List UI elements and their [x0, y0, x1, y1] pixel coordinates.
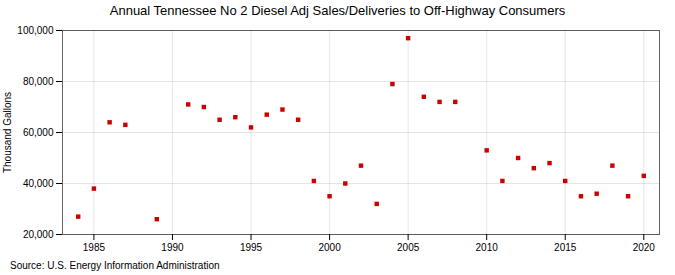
- svg-text:2005: 2005: [397, 242, 420, 253]
- svg-text:100,000: 100,000: [17, 25, 54, 36]
- svg-text:40,000: 40,000: [23, 178, 54, 189]
- svg-text:1990: 1990: [161, 242, 184, 253]
- svg-text:Thousand Gallons: Thousand Gallons: [2, 92, 13, 173]
- svg-text:20,000: 20,000: [23, 229, 54, 240]
- svg-text:1995: 1995: [240, 242, 263, 253]
- svg-text:60,000: 60,000: [23, 127, 54, 138]
- svg-text:80,000: 80,000: [23, 76, 54, 87]
- svg-text:1985: 1985: [83, 242, 106, 253]
- svg-text:2020: 2020: [633, 242, 656, 253]
- html-text:Source: U.S. Energy Informatio: Source: U.S. Energy Information Administ…: [10, 260, 220, 271]
- svg-text:2000: 2000: [318, 242, 341, 253]
- svg-text:2015: 2015: [554, 242, 577, 253]
- html-text:Annual Tennessee No 2 Diesel A: Annual Tennessee No 2 Diesel Adj Sales/D…: [109, 3, 566, 18]
- svg-text:2010: 2010: [476, 242, 499, 253]
